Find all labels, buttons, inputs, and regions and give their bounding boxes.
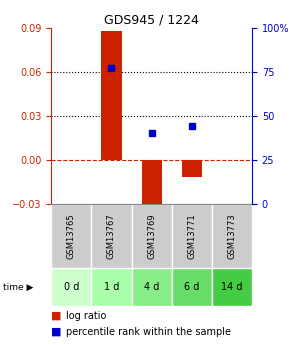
Bar xyxy=(142,160,162,216)
Bar xyxy=(132,204,172,268)
Bar xyxy=(172,268,212,306)
Bar xyxy=(212,268,252,306)
Text: GSM13771: GSM13771 xyxy=(187,213,196,259)
Text: ■: ■ xyxy=(51,327,62,337)
Bar xyxy=(51,204,91,268)
Text: 4 d: 4 d xyxy=(144,282,159,292)
Bar xyxy=(101,31,122,160)
Bar xyxy=(51,268,91,306)
Text: GSM13765: GSM13765 xyxy=(67,213,76,259)
Title: GDS945 / 1224: GDS945 / 1224 xyxy=(104,13,199,27)
Bar xyxy=(212,204,252,268)
Bar xyxy=(182,160,202,177)
Text: GSM13767: GSM13767 xyxy=(107,213,116,259)
Bar xyxy=(132,268,172,306)
Text: 14 d: 14 d xyxy=(221,282,243,292)
Text: 6 d: 6 d xyxy=(184,282,200,292)
Bar xyxy=(91,268,132,306)
Text: 1 d: 1 d xyxy=(104,282,119,292)
Text: percentile rank within the sample: percentile rank within the sample xyxy=(66,327,231,337)
Text: time ▶: time ▶ xyxy=(3,283,33,292)
Text: log ratio: log ratio xyxy=(66,311,106,321)
Text: GSM13769: GSM13769 xyxy=(147,213,156,259)
Text: ■: ■ xyxy=(51,311,62,321)
Text: 0 d: 0 d xyxy=(64,282,79,292)
Bar xyxy=(91,204,132,268)
Text: GSM13773: GSM13773 xyxy=(227,213,236,259)
Bar xyxy=(172,204,212,268)
